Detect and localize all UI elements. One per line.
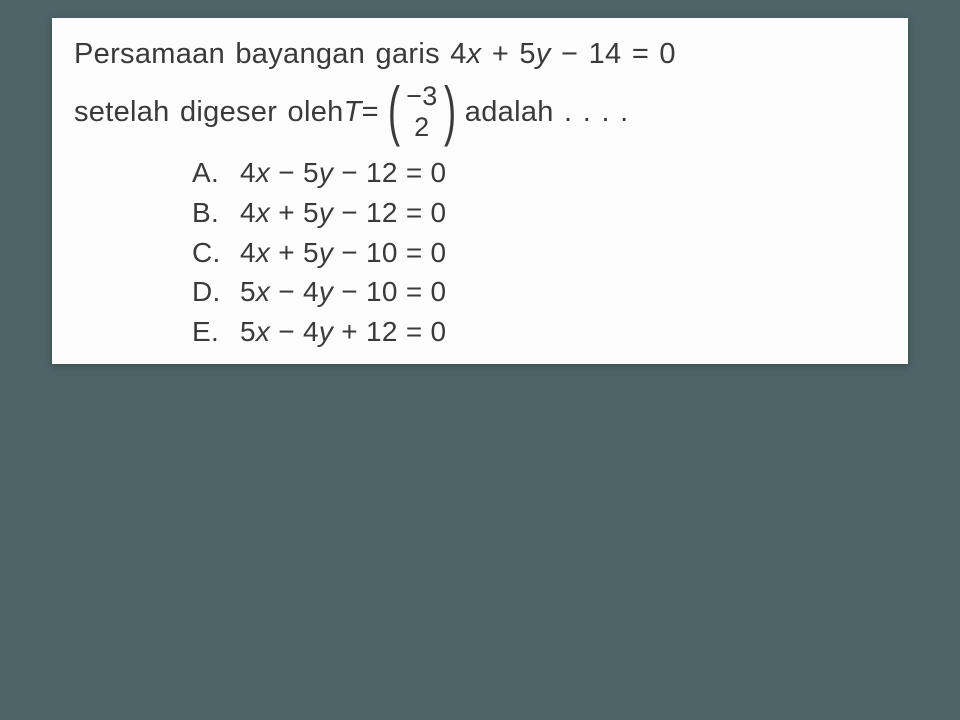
- option-equation: 4x − 5y − 12 = 0: [240, 153, 446, 193]
- question-text: Persamaan bayangan garis 4x + 5y − 14 = …: [74, 32, 886, 143]
- left-paren-icon: (: [388, 84, 400, 137]
- variable-y: y: [536, 38, 551, 70]
- question-card: Persamaan bayangan garis 4x + 5y − 14 = …: [52, 18, 908, 364]
- answer-options: A. 4x − 5y − 12 = 0 B. 4x + 5y − 12 = 0 …: [192, 153, 886, 352]
- option-label: D.: [192, 272, 240, 312]
- option-row: C. 4x + 5y − 10 = 0: [192, 233, 886, 273]
- text-fragment: setelah digeser oleh: [74, 90, 344, 135]
- option-row: E. 5x − 4y + 12 = 0: [192, 312, 886, 352]
- column-vector: ( −3 2 ): [383, 81, 461, 143]
- vector-entry-top: −3: [406, 81, 437, 112]
- option-equation: 5x − 4y − 10 = 0: [240, 272, 446, 312]
- right-paren-icon: ): [444, 84, 456, 137]
- vector-entry-bottom: 2: [414, 112, 429, 143]
- question-line-1: Persamaan bayangan garis 4x + 5y − 14 = …: [74, 32, 886, 77]
- option-equation: 4x + 5y − 12 = 0: [240, 193, 446, 233]
- text-fragment: + 5: [481, 38, 535, 70]
- option-label: C.: [192, 233, 240, 273]
- variable-T: T: [344, 90, 362, 135]
- option-equation: 4x + 5y − 10 = 0: [240, 233, 446, 273]
- text-fragment: adalah . . . .: [465, 90, 629, 135]
- option-row: A. 4x − 5y − 12 = 0: [192, 153, 886, 193]
- equals-sign: =: [362, 90, 379, 135]
- option-label: B.: [192, 193, 240, 233]
- vector-entries: −3 2: [405, 81, 438, 143]
- text-fragment: − 14 = 0: [551, 38, 676, 70]
- text-fragment: Persamaan bayangan garis 4: [74, 38, 467, 70]
- option-row: B. 4x + 5y − 12 = 0: [192, 193, 886, 233]
- option-row: D. 5x − 4y − 10 = 0: [192, 272, 886, 312]
- question-line-2: setelah digeser oleh T = ( −3 2 ) adalah…: [74, 81, 886, 143]
- option-equation: 5x − 4y + 12 = 0: [240, 312, 446, 352]
- option-label: E.: [192, 312, 240, 352]
- option-label: A.: [192, 153, 240, 193]
- variable-x: x: [467, 38, 482, 70]
